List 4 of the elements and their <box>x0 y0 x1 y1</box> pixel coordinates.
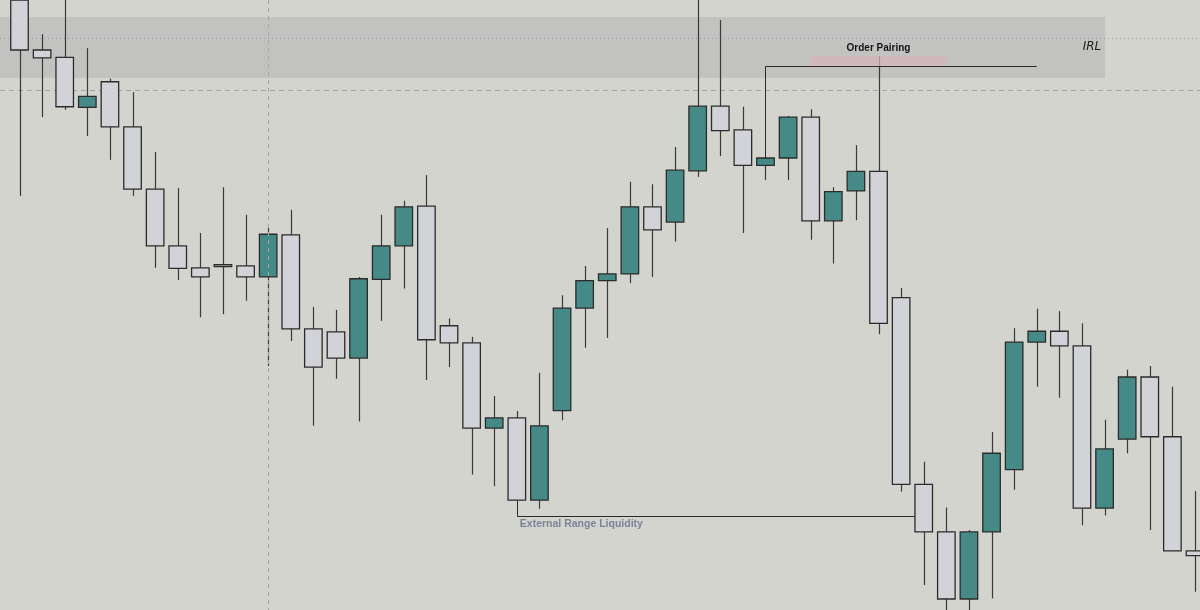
candlestick <box>643 183 662 278</box>
band-label: IRL <box>1082 38 1102 53</box>
annotation: External Range Liquidity <box>519 517 644 530</box>
annotation: Order Pairing <box>846 41 911 53</box>
